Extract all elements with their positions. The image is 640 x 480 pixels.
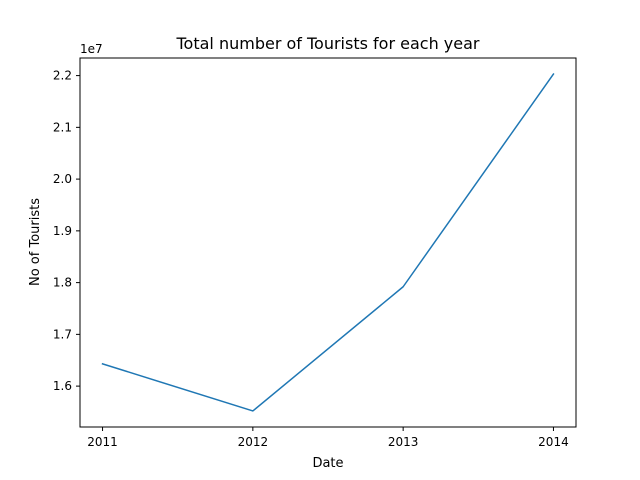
y-tick-label: 1.7 bbox=[53, 327, 72, 341]
y-axis-ticks: 1.6 1.7 1.8 1.9 2.0 2.1 2.2 bbox=[53, 69, 80, 393]
y-tick-label: 2.1 bbox=[53, 120, 72, 134]
y-offset-label: 1e7 bbox=[80, 42, 103, 56]
y-tick-label: 2.0 bbox=[53, 172, 72, 186]
y-tick-label: 2.2 bbox=[53, 69, 72, 83]
series-line bbox=[101, 72, 555, 412]
x-axis-ticks: 2011 2012 2013 2014 bbox=[87, 427, 569, 449]
y-tick-label: 1.6 bbox=[53, 379, 72, 393]
x-tick-label: 2013 bbox=[388, 435, 419, 449]
y-tick-label: 1.8 bbox=[53, 276, 72, 290]
x-tick-label: 2012 bbox=[238, 435, 269, 449]
plot-frame bbox=[79, 57, 577, 428]
chart-title: Total number of Tourists for each year bbox=[176, 34, 480, 53]
y-tick-label: 1.9 bbox=[53, 224, 72, 238]
x-tick-label: 2011 bbox=[87, 435, 118, 449]
y-axis-label: No of Tourists bbox=[28, 198, 43, 286]
x-tick-label: 2014 bbox=[538, 435, 569, 449]
series-layer bbox=[101, 72, 555, 412]
x-axis-label: Date bbox=[312, 456, 343, 471]
